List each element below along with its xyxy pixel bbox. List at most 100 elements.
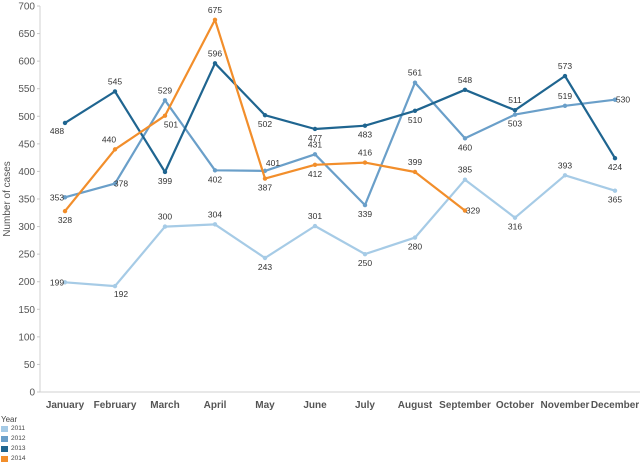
data-point-2013 <box>112 89 118 94</box>
x-tick-label: March <box>150 400 179 411</box>
x-tick-label: February <box>94 400 137 411</box>
data-label-2011: 280 <box>408 242 422 252</box>
legend-item-2011: 2011 <box>1 424 25 433</box>
data-label-2013: 488 <box>50 126 64 136</box>
legend-swatch <box>1 445 8 452</box>
y-tick-label: 650 <box>18 29 35 40</box>
data-label-2012: 401 <box>266 158 280 168</box>
data-label-2012: 339 <box>358 209 372 219</box>
x-tick-label: September <box>439 400 491 411</box>
data-label-2014: 387 <box>258 183 272 193</box>
data-point-2011 <box>162 224 168 229</box>
y-tick-label: 450 <box>18 139 35 150</box>
data-point-2011 <box>462 177 468 182</box>
data-point-2013 <box>312 126 318 132</box>
legend-swatch <box>1 435 8 442</box>
series-line-2012 <box>64 81 616 207</box>
data-point-2013 <box>512 108 518 113</box>
data-label-2011: 199 <box>50 277 64 287</box>
data-label-2011: 304 <box>208 209 222 219</box>
data-label-2012: 431 <box>308 139 322 149</box>
data-point-2012 <box>512 112 518 117</box>
data-point-2012 <box>162 98 168 103</box>
x-tick-label: December <box>591 400 639 411</box>
data-label-2014: 440 <box>102 134 116 144</box>
data-label-2013: 399 <box>158 176 172 186</box>
data-label-2011: 316 <box>508 222 522 232</box>
data-point-2012 <box>612 97 618 102</box>
data-point-2014 <box>62 208 68 214</box>
x-tick-label: November <box>541 400 590 411</box>
data-point-2012 <box>362 202 368 208</box>
data-point-2013 <box>612 155 618 161</box>
data-label-2012: 503 <box>508 119 522 129</box>
legend-item-2012: 2012 <box>1 434 25 443</box>
data-point-2012 <box>412 80 418 85</box>
data-label-2011: 301 <box>308 211 322 221</box>
data-label-2013: 424 <box>608 162 622 172</box>
data-point-2012 <box>312 152 318 157</box>
data-label-2011: 365 <box>608 195 622 205</box>
data-label-2013: 573 <box>558 61 572 71</box>
data-point-2011 <box>562 173 568 178</box>
data-label-2012: 353 <box>50 192 64 202</box>
data-label-2011: 192 <box>114 289 128 299</box>
data-point-2014 <box>462 208 468 213</box>
data-label-2013: 483 <box>358 130 372 140</box>
y-tick-label: 400 <box>18 167 35 178</box>
data-point-2013 <box>162 169 168 175</box>
data-point-2014 <box>162 113 168 118</box>
data-label-2012: 529 <box>158 85 172 95</box>
data-label-2011: 243 <box>258 262 272 272</box>
y-tick-label: 100 <box>18 332 35 343</box>
data-point-2011 <box>112 283 118 289</box>
data-label-2014: 399 <box>408 157 422 167</box>
y-tick-label: 700 <box>18 2 35 13</box>
data-point-2014 <box>362 160 368 165</box>
data-label-2013: 511 <box>508 95 522 105</box>
data-label-2011: 300 <box>158 212 172 222</box>
data-label-2013: 510 <box>408 115 422 125</box>
legend-label: 2013 <box>11 445 26 452</box>
x-tick-label: June <box>303 400 327 411</box>
x-tick-label: October <box>496 400 534 411</box>
data-label-2011: 250 <box>358 258 372 268</box>
data-label-2012: 561 <box>408 68 422 78</box>
y-tick-label: 200 <box>18 277 35 288</box>
series-line-2011 <box>64 174 616 288</box>
legend-item-2013: 2013 <box>1 444 25 453</box>
data-point-2014 <box>412 169 418 175</box>
x-tick-label: July <box>355 400 375 411</box>
y-tick-label: 250 <box>18 250 35 261</box>
data-point-2013 <box>62 120 68 126</box>
y-tick-label: 300 <box>18 222 35 233</box>
y-tick-label: 600 <box>18 57 35 68</box>
y-tick-label: 150 <box>18 305 35 316</box>
y-tick-label: 550 <box>18 84 35 95</box>
data-label-2012: 460 <box>458 142 472 152</box>
legend-label: 2011 <box>11 425 25 432</box>
data-label-2013: 596 <box>208 48 222 58</box>
y-tick-label: 350 <box>18 195 35 206</box>
data-label-2013: 477 <box>308 133 322 143</box>
data-point-2012 <box>212 168 218 173</box>
data-label-2014: 412 <box>308 169 322 179</box>
data-point-2014 <box>112 147 118 152</box>
data-point-2013 <box>562 73 568 79</box>
data-point-2012 <box>112 181 118 186</box>
legend-swatch <box>1 455 8 462</box>
data-label-2013: 502 <box>258 119 272 129</box>
x-tick-label: January <box>46 400 85 411</box>
data-point-2011 <box>412 235 418 240</box>
data-point-2014 <box>262 176 268 181</box>
data-label-2012: 519 <box>558 91 572 101</box>
legend-swatch <box>1 425 8 432</box>
data-point-2011 <box>512 215 518 220</box>
x-tick-label: May <box>255 400 275 411</box>
series-line-2013 <box>64 62 616 174</box>
x-tick-label: April <box>204 400 227 411</box>
data-point-2012 <box>562 103 568 109</box>
data-point-2011 <box>262 255 268 261</box>
data-point-2011 <box>612 188 618 193</box>
